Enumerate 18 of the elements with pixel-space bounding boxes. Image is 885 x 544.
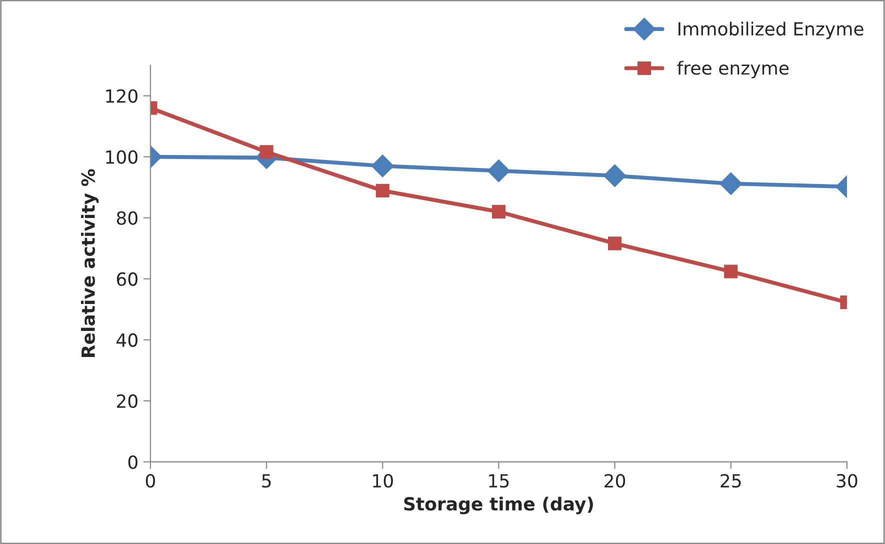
legend-label: free enzyme [677,60,789,78]
y-tick-label: 100 [106,150,138,164]
y-tick-label: 40 [116,333,138,347]
x-axis-title: Storage time (day) [404,496,593,514]
x-tick-label: 5 [262,474,271,488]
x-tick-label: 15 [489,474,509,488]
legend-label: Immobilized Enzyme [678,22,864,40]
y-tick-label: 60 [116,272,138,286]
x-tick-label: 25 [720,474,741,488]
x-tick-label: 10 [373,474,393,488]
x-tick-label: 20 [604,474,626,488]
y-axis-title: Relative activity % [81,169,99,357]
x-tick-label: 0 [146,474,155,488]
y-tick-label: 0 [128,455,138,469]
y-tick-label: 80 [116,211,138,225]
y-tick-label: 20 [116,394,138,408]
y-tick-label: 120 [106,89,138,103]
x-tick-label: 30 [836,474,858,488]
